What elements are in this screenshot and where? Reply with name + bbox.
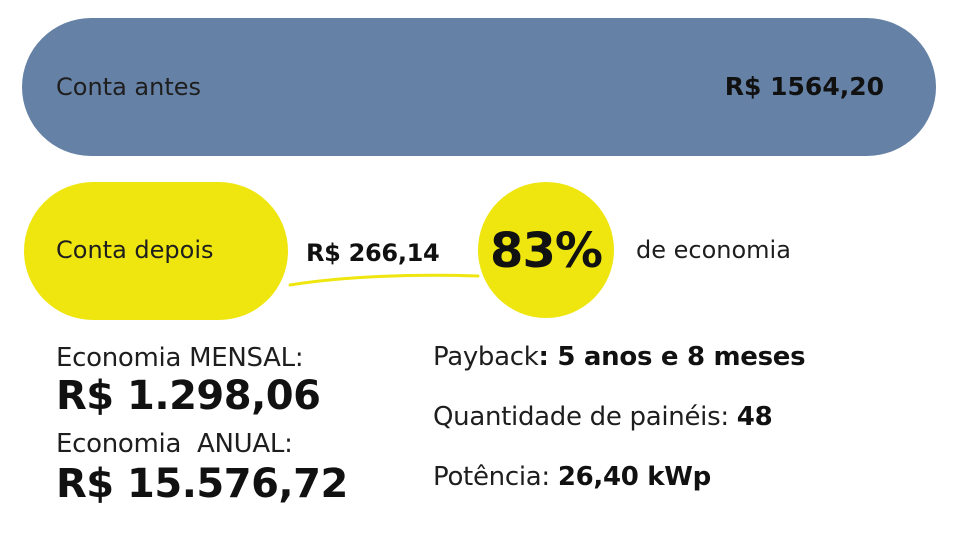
savings-percent-circle bbox=[478, 182, 614, 318]
before-bill-value: R$ 1564,20 bbox=[724, 72, 884, 101]
power-value: 26,40 kWp bbox=[557, 462, 711, 492]
swoosh-underline bbox=[288, 273, 480, 287]
power-line: Potência: 26,40 kWp bbox=[433, 460, 711, 494]
monthly-savings-label: Economia MENSAL: bbox=[56, 343, 304, 373]
panels-value: 48 bbox=[736, 402, 773, 432]
after-bill-value: R$ 266,14 bbox=[306, 239, 440, 267]
annual-savings-label: Economia ANUAL: bbox=[56, 429, 293, 459]
annual-savings-value: R$ 15.576,72 bbox=[56, 461, 348, 507]
after-bill-pill bbox=[24, 182, 288, 320]
panels-label: Quantidade de painéis: bbox=[433, 402, 737, 432]
before-bill-label: Conta antes bbox=[56, 73, 201, 101]
payback-value: : 5 anos e 8 meses bbox=[538, 342, 806, 372]
after-bill-label: Conta depois bbox=[56, 236, 214, 264]
payback-label: Payback bbox=[433, 342, 539, 372]
panels-line: Quantidade de painéis: 48 bbox=[433, 400, 773, 434]
monthly-savings-value: R$ 1.298,06 bbox=[56, 373, 321, 419]
payback-line: Payback: 5 anos e 8 meses bbox=[433, 340, 806, 374]
power-label: Potência: bbox=[433, 462, 558, 492]
before-bill-pill bbox=[22, 18, 936, 156]
savings-percent-caption: de economia bbox=[636, 236, 791, 264]
savings-percent-value: 83% bbox=[490, 223, 603, 279]
